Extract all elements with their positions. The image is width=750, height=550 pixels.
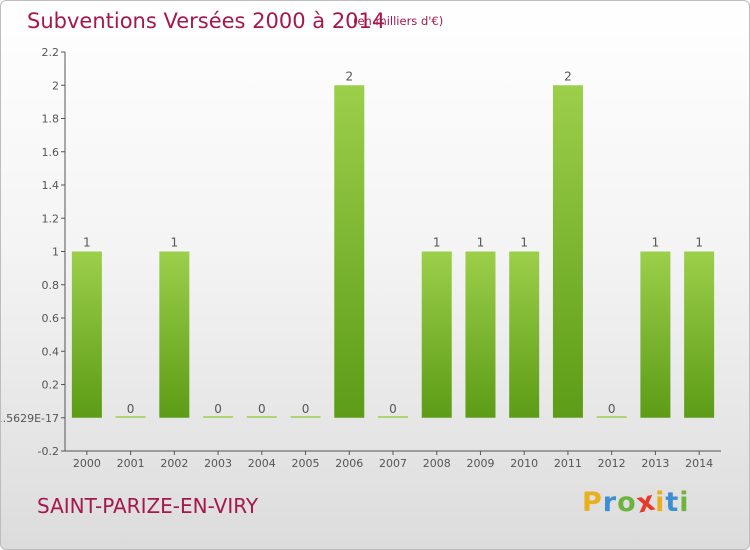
bar-value-label: 0 <box>608 402 616 416</box>
bar-2005 <box>290 416 321 418</box>
bar-value-label: 1 <box>695 236 703 250</box>
bar-2003 <box>203 416 234 418</box>
bar-value-label: 0 <box>258 402 266 416</box>
logo-letter: i <box>655 487 666 518</box>
bar-2006 <box>334 85 365 418</box>
x-tick-label: 2004 <box>248 457 276 470</box>
logo-letter: P <box>582 487 603 518</box>
y-tick-label: 2 <box>52 79 59 92</box>
bar-value-label: 1 <box>171 236 179 250</box>
y-tick-label: 0.4 <box>42 345 60 358</box>
bar-2002 <box>159 251 190 418</box>
bar-2009 <box>465 251 496 418</box>
bar-2012 <box>596 416 627 418</box>
logo-letter: t <box>665 487 680 518</box>
chart-subtitle: (en milliers d'€) <box>353 14 444 28</box>
bar-value-label: 1 <box>83 236 91 250</box>
y-tick-label: 2.2 <box>42 46 60 59</box>
x-tick-label: 2005 <box>292 457 320 470</box>
y-tick-label: 0.8 <box>42 279 60 292</box>
y-tick-label: 1.6 <box>42 146 60 159</box>
y-tick-label: 0.6 <box>42 312 60 325</box>
bar-value-label: 2 <box>564 69 572 83</box>
bar-value-label: 0 <box>214 402 222 416</box>
x-tick-label: 2009 <box>466 457 494 470</box>
bar-2014 <box>684 251 715 418</box>
bar-value-label: 0 <box>389 402 397 416</box>
x-tick-label: 2014 <box>685 457 713 470</box>
bar-value-label: 0 <box>127 402 135 416</box>
x-tick-label: 2000 <box>73 457 101 470</box>
x-tick-label: 2003 <box>204 457 232 470</box>
logo-letter: r <box>602 487 618 518</box>
x-tick-label: 2008 <box>423 457 451 470</box>
x-tick-label: 2002 <box>160 457 188 470</box>
x-tick-label: 2010 <box>510 457 538 470</box>
bar-value-label: 1 <box>652 236 660 250</box>
bar-value-label: 1 <box>477 236 485 250</box>
bar-value-label: 0 <box>302 402 310 416</box>
bar-2000 <box>71 251 102 418</box>
bar-2008 <box>421 251 452 418</box>
chart-title: Subventions Versées 2000 à 2014 <box>27 9 386 33</box>
bar-value-label: 1 <box>520 236 528 250</box>
bar-2011 <box>552 85 583 418</box>
y-tick-label: 1.2 <box>42 212 60 225</box>
bar-2007 <box>378 416 408 418</box>
x-tick-label: 2001 <box>117 457 145 470</box>
y-tick-label: 1 <box>52 246 59 259</box>
proxiti-logo: Proxiti <box>582 485 690 519</box>
y-tick-label: 1.4 <box>42 179 60 192</box>
bar-2004 <box>246 416 277 418</box>
bar-2010 <box>509 251 540 418</box>
y-tick-label: 0.2 <box>42 379 60 392</box>
x-tick-label: 2013 <box>641 457 669 470</box>
logo-letter: o <box>617 487 637 518</box>
bar-2013 <box>640 251 671 418</box>
bar-value-label: 2 <box>345 69 353 83</box>
y-tick-label: -0.2 <box>38 445 59 458</box>
x-tick-label: 2012 <box>598 457 626 470</box>
bar-value-label: 1 <box>433 236 441 250</box>
commune-name: SAINT-PARIZE-EN-VIRY <box>37 494 259 518</box>
y-tick-label: -1.5629E-17 <box>1 412 59 425</box>
x-tick-label: 2007 <box>379 457 407 470</box>
logo-letter: i <box>679 487 690 518</box>
x-tick-label: 2006 <box>335 457 363 470</box>
bar-2001 <box>115 416 146 418</box>
y-tick-label: 1.8 <box>42 113 60 126</box>
x-tick-label: 2011 <box>554 457 582 470</box>
